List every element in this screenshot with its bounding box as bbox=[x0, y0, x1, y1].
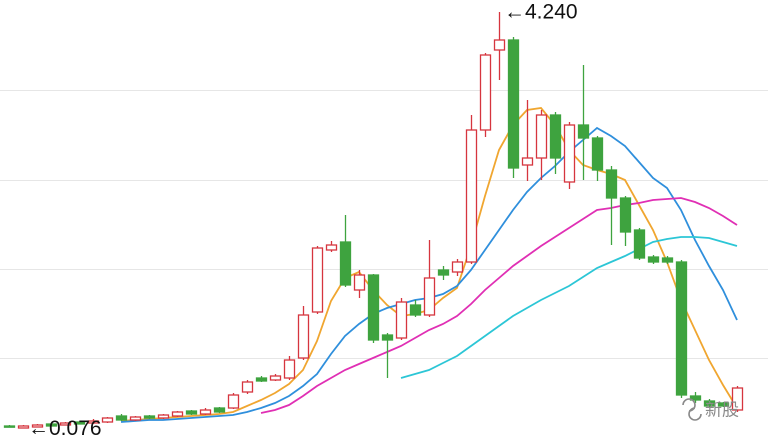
candle-body bbox=[199, 409, 212, 415]
watermark-logo bbox=[682, 398, 702, 421]
logo-arc bbox=[688, 407, 702, 421]
ma-line bbox=[260, 197, 738, 414]
candle-body bbox=[339, 241, 352, 286]
candle-body bbox=[59, 422, 72, 426]
candle-body bbox=[353, 274, 366, 291]
candle-body bbox=[31, 424, 44, 428]
candle-body bbox=[661, 257, 674, 263]
candle-body bbox=[633, 229, 646, 259]
candle-body bbox=[171, 411, 184, 417]
plot: ←4.240 ←0.076 bbox=[3, 1, 744, 440]
candle-body bbox=[185, 410, 198, 415]
watermark: 新股 bbox=[682, 398, 739, 421]
candle-body bbox=[689, 395, 702, 401]
candle-body bbox=[255, 377, 268, 382]
candle-body bbox=[437, 269, 450, 276]
candle-body bbox=[717, 402, 730, 407]
candle-body bbox=[549, 114, 562, 159]
candle-body bbox=[87, 420, 100, 424]
candle-body bbox=[563, 124, 576, 183]
candle-body bbox=[325, 244, 338, 251]
candle-body bbox=[101, 417, 114, 423]
candle-body bbox=[311, 247, 324, 313]
candle-body bbox=[17, 425, 30, 429]
candle-body bbox=[423, 277, 436, 316]
candle-body bbox=[297, 314, 310, 359]
annotation: ←0.076 bbox=[28, 417, 102, 440]
candle-body bbox=[73, 421, 86, 425]
candle-body bbox=[45, 423, 58, 427]
candle-body bbox=[479, 54, 492, 131]
candle-body bbox=[129, 416, 142, 421]
candle-body bbox=[591, 137, 604, 171]
candle-body bbox=[605, 169, 618, 199]
candle-body bbox=[157, 414, 170, 419]
candle-body bbox=[703, 400, 716, 407]
ma-line bbox=[400, 236, 738, 379]
candle-body bbox=[227, 394, 240, 409]
candle-body bbox=[269, 375, 282, 381]
candle-body bbox=[493, 39, 506, 51]
candle-body bbox=[409, 304, 422, 316]
candle-body bbox=[367, 274, 380, 341]
candle-body bbox=[3, 425, 16, 428]
candle-body bbox=[451, 261, 464, 273]
candle-body bbox=[115, 415, 128, 421]
candle-body bbox=[465, 129, 478, 263]
candle-body bbox=[577, 124, 590, 139]
candle-body bbox=[213, 407, 226, 413]
candle-body bbox=[619, 197, 632, 233]
candle-body bbox=[283, 359, 296, 379]
candle-body bbox=[507, 39, 520, 169]
candle-body bbox=[143, 415, 156, 419]
grid bbox=[0, 90, 768, 359]
annotation: ←4.240 bbox=[504, 1, 578, 24]
candle-body bbox=[395, 301, 408, 339]
candle-body bbox=[521, 157, 534, 166]
candle-body bbox=[381, 334, 394, 341]
candle-body bbox=[675, 261, 688, 396]
candle-body bbox=[731, 387, 744, 411]
candle-body bbox=[647, 256, 660, 263]
candle-body bbox=[535, 114, 548, 159]
watermark-text: 新股 bbox=[705, 400, 739, 419]
candle-body bbox=[241, 381, 254, 393]
logo-arc bbox=[682, 398, 696, 412]
